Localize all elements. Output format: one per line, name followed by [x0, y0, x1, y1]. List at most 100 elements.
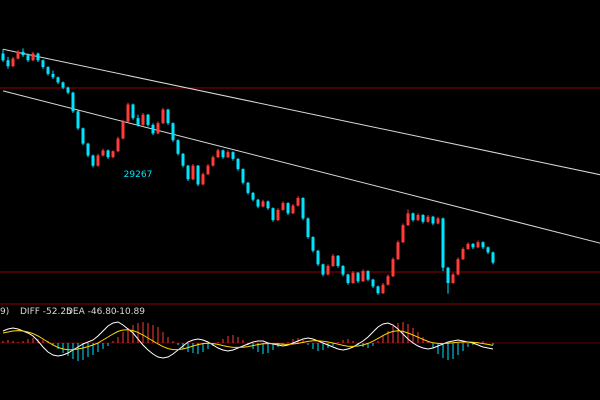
candle-body: [6, 60, 10, 67]
candle: [221, 149, 225, 159]
candle: [191, 164, 195, 181]
macd-legend-item: -10.89: [116, 307, 145, 317]
candle: [126, 102, 130, 123]
candle-body: [136, 118, 140, 125]
candle: [431, 215, 435, 226]
candle-body: [176, 140, 180, 154]
candle-body: [251, 192, 255, 200]
candle: [106, 149, 110, 159]
candle: [266, 200, 270, 210]
candle: [201, 172, 205, 186]
candle: [381, 283, 385, 295]
candle: [146, 113, 150, 127]
candle: [251, 192, 255, 202]
candle: [166, 108, 170, 125]
candle-body: [471, 243, 475, 248]
candle-body: [236, 158, 240, 170]
candle-body: [321, 264, 325, 275]
candle: [196, 164, 200, 187]
candle: [176, 139, 180, 156]
candle: [101, 148, 105, 157]
candle: [86, 142, 90, 158]
candle-body: [46, 67, 50, 74]
candle-body: [156, 123, 160, 134]
candle-body: [121, 121, 125, 139]
candle: [416, 213, 420, 221]
candle-body: [446, 267, 450, 283]
candle-body: [301, 198, 305, 219]
candle-body: [91, 155, 95, 166]
candle-body: [211, 157, 215, 166]
candle: [396, 240, 400, 261]
candle: [331, 254, 335, 267]
candle: [151, 123, 155, 136]
candle: [401, 223, 405, 244]
candle-body: [196, 165, 200, 185]
candle-body: [141, 114, 145, 125]
candle-body: [481, 242, 485, 248]
candle: [141, 113, 145, 126]
candle: [271, 207, 275, 222]
candle: [46, 66, 50, 76]
candle-body: [276, 209, 280, 221]
candle-body: [201, 174, 205, 185]
candle-body: [131, 104, 135, 119]
candle: [96, 153, 100, 167]
candle-body: [411, 213, 415, 221]
dea-line: [2, 329, 494, 351]
candle: [6, 56, 10, 69]
candle-body: [56, 77, 60, 83]
candle-body: [101, 150, 105, 156]
candle: [121, 119, 125, 140]
candle-body: [191, 165, 195, 180]
candle-body: [371, 279, 375, 287]
candlesticks: [1, 48, 495, 295]
candle-body: [86, 143, 90, 156]
candle: [386, 274, 390, 286]
candle: [366, 270, 370, 282]
candle: [111, 150, 115, 159]
candle-body: [416, 215, 420, 221]
candle: [186, 164, 190, 181]
candle-body: [146, 114, 150, 125]
candle: [71, 91, 75, 113]
candle-body: [186, 165, 190, 180]
candle-body: [36, 53, 40, 61]
candle: [411, 212, 415, 222]
candle: [301, 197, 305, 221]
candle: [171, 122, 175, 142]
candle: [351, 271, 355, 284]
candle-body: [456, 259, 460, 275]
candle-body: [396, 242, 400, 260]
candle: [51, 70, 55, 79]
candle-body: [16, 51, 20, 59]
candle-body: [451, 274, 455, 283]
macd-lines: [2, 321, 494, 359]
candle-body: [71, 92, 75, 112]
candle-body: [386, 276, 390, 285]
candle: [156, 121, 160, 135]
candle-body: [26, 55, 30, 61]
candle: [441, 217, 445, 272]
candle: [486, 246, 490, 255]
candle-body: [316, 250, 320, 265]
candle-body: [291, 205, 295, 214]
channel-line-lower: [2, 90, 600, 244]
candle: [66, 86, 70, 95]
candle: [31, 51, 35, 62]
candle: [321, 263, 325, 277]
candle-body: [51, 73, 55, 78]
candle-body: [181, 153, 185, 166]
candle: [476, 240, 480, 249]
candle: [116, 136, 120, 153]
candle: [181, 152, 185, 168]
channel-line-upper: [2, 48, 600, 176]
candle-body: [256, 199, 260, 207]
candle-body: [466, 243, 470, 249]
candle: [241, 168, 245, 185]
candle: [326, 264, 330, 276]
candle: [391, 257, 395, 278]
candle: [136, 114, 140, 127]
candle-body: [106, 150, 110, 158]
